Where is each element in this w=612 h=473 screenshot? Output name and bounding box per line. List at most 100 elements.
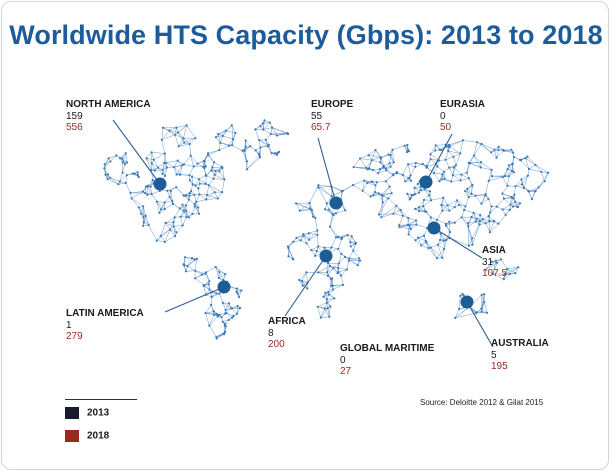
network-node xyxy=(263,119,266,122)
network-node xyxy=(262,128,265,131)
network-link xyxy=(362,180,365,191)
network-node xyxy=(490,205,493,208)
network-node xyxy=(381,201,384,204)
network-link xyxy=(460,140,464,154)
network-node xyxy=(185,124,188,127)
value-2018: 27 xyxy=(340,366,352,377)
network-link xyxy=(535,164,542,173)
network-link xyxy=(199,194,207,200)
network-node xyxy=(223,178,226,181)
region-name: EURASIA xyxy=(440,99,486,110)
network-node xyxy=(432,171,435,175)
network-link xyxy=(318,187,327,204)
network-node xyxy=(356,264,359,267)
network-node xyxy=(185,204,188,207)
network-link xyxy=(160,202,165,210)
network-node xyxy=(191,175,194,178)
network-link xyxy=(220,135,224,143)
network-node xyxy=(358,157,362,160)
network-node xyxy=(204,174,207,177)
network-link xyxy=(445,151,449,160)
network-node xyxy=(103,167,106,170)
network-node xyxy=(493,219,496,222)
network-node xyxy=(221,134,224,137)
network-node xyxy=(524,157,527,160)
network-link xyxy=(226,308,232,314)
network-node xyxy=(497,145,500,148)
network-link xyxy=(353,250,360,259)
network-node xyxy=(210,295,213,299)
network-link xyxy=(206,191,215,196)
network-node xyxy=(429,158,432,161)
network-link xyxy=(244,150,248,162)
network-node xyxy=(317,186,320,189)
network-node xyxy=(408,224,411,227)
network-node xyxy=(208,324,211,327)
network-link xyxy=(452,165,457,176)
network-node xyxy=(502,278,505,281)
network-link xyxy=(299,279,308,289)
network-link xyxy=(445,222,455,226)
network-node xyxy=(408,198,411,201)
network-link xyxy=(231,145,243,151)
network-link xyxy=(174,125,187,135)
network-link xyxy=(192,176,199,180)
network-link xyxy=(340,269,348,276)
network-link xyxy=(231,308,238,314)
network-link xyxy=(183,125,187,139)
network-link xyxy=(485,262,498,270)
network-node xyxy=(218,270,221,273)
network-node xyxy=(365,166,368,169)
network-link xyxy=(189,166,194,176)
network-link xyxy=(146,152,152,159)
network-node xyxy=(136,171,139,174)
network-node xyxy=(307,232,310,235)
network-node xyxy=(212,310,216,313)
network-link xyxy=(203,285,210,290)
network-link xyxy=(505,267,519,275)
network-link xyxy=(340,190,344,200)
network-node xyxy=(349,245,352,248)
network-node xyxy=(507,175,510,178)
network-link xyxy=(371,150,376,161)
network-link xyxy=(209,316,218,326)
region-africa: AFRICA 8 200 xyxy=(268,316,306,351)
network-link xyxy=(185,190,192,196)
network-node xyxy=(512,156,516,159)
network-link xyxy=(156,240,165,243)
network-link xyxy=(523,175,529,189)
network-link xyxy=(525,158,536,166)
network-node xyxy=(467,177,470,180)
network-link xyxy=(389,186,392,194)
network-link xyxy=(164,167,168,176)
network-node xyxy=(460,173,463,176)
network-link xyxy=(390,154,394,163)
network-node xyxy=(351,184,355,187)
network-node xyxy=(193,193,196,196)
network-node xyxy=(295,202,298,205)
network-link xyxy=(502,168,508,178)
network-link xyxy=(452,174,462,176)
network-link xyxy=(428,247,438,259)
network-link xyxy=(204,168,206,176)
network-link xyxy=(218,142,221,151)
network-node xyxy=(323,307,326,310)
network-link xyxy=(176,187,185,196)
network-link xyxy=(166,160,178,164)
network-node xyxy=(512,171,516,174)
network-link xyxy=(326,263,329,273)
network-link xyxy=(476,142,492,153)
network-node xyxy=(166,189,169,192)
network-link xyxy=(326,196,332,204)
network-link xyxy=(164,153,166,163)
network-node xyxy=(380,193,383,196)
network-link xyxy=(148,224,157,241)
network-node xyxy=(472,211,475,214)
network-link xyxy=(326,298,335,303)
network-node xyxy=(413,186,416,189)
network-link xyxy=(183,155,191,165)
network-node xyxy=(224,322,227,325)
network-node xyxy=(150,151,153,154)
network-node xyxy=(508,273,511,276)
network-node xyxy=(444,224,448,227)
